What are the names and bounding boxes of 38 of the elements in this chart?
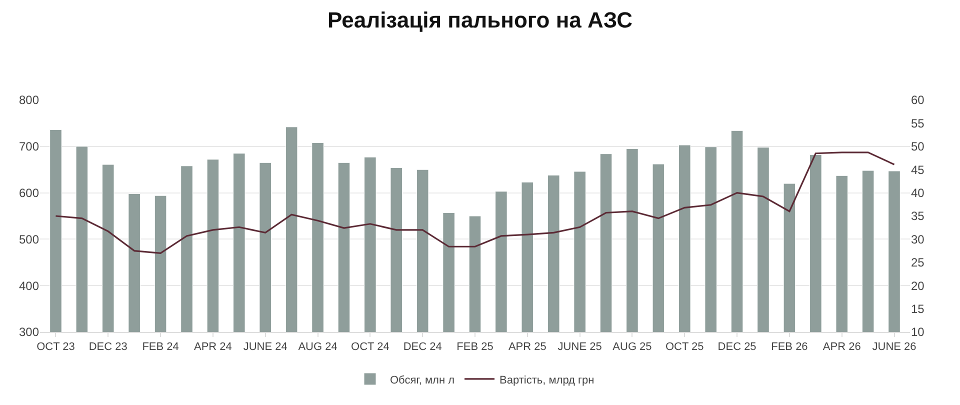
line-series [54,152,896,254]
x-tick-label: APR 25 [508,341,546,354]
x-tick-label: JUNE 26 [872,341,916,354]
legend-label: Обсяг, млн л [390,374,455,386]
y-tick-label: 500 [18,232,40,246]
x-tick-label: DEC 24 [403,341,442,354]
y2-tick-label: 60 [911,93,925,108]
x-tick-label: JUNE 25 [558,341,602,354]
x-tick-label: OCT 23 [36,341,75,354]
y-tick-label: 600 [18,186,40,200]
y-tick-label: 400 [18,278,40,293]
x-tick-label: DEC 23 [88,341,128,354]
y2-tick-label: 30 [911,232,925,246]
y2-tick-label: 20 [911,278,925,293]
x-tick-label: APR 24 [194,341,232,354]
y2-tick-label: 15 [911,302,925,316]
legend-label: Вартість, млрд грн [500,374,594,386]
x-tick-label: FEB 24 [142,341,179,354]
y2-tick-label: 55 [911,116,925,130]
x-tick-label: AUG 25 [612,341,652,354]
y2-tick-label: 10 [911,325,925,340]
x-tick-label: FEB 26 [771,341,808,354]
x-tick-label: DEC 25 [718,341,756,354]
x-tick-label: OCT 25 [665,341,704,354]
y-tick-label: 800 [18,93,40,108]
y2-tick-label: 40 [911,186,925,200]
y2-tick-label: 50 [911,140,925,154]
y-tick-label: 300 [18,325,40,340]
x-tick-label: AUG 24 [298,341,338,354]
y-tick-label: 700 [18,140,40,154]
x-tick-label: APR 26 [822,341,861,354]
chart-title: Реалізація пального на АЗС [328,8,633,33]
y2-tick-label: 45 [911,162,925,177]
x-tick-label: OCT 24 [351,341,390,354]
x-tick-label: JUNE 24 [243,341,288,354]
x-tick-label: FEB 25 [456,341,494,354]
y2-tick-label: 35 [911,209,925,224]
y2-tick-label: 25 [911,256,925,270]
